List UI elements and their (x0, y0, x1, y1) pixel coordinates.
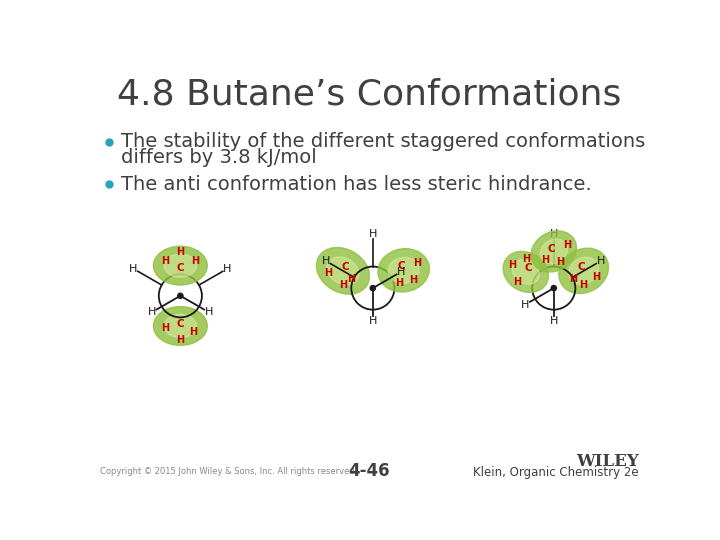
Text: H: H (593, 272, 600, 282)
Text: 4-46: 4-46 (348, 462, 390, 481)
Circle shape (552, 286, 557, 291)
Ellipse shape (153, 246, 207, 285)
Text: C: C (397, 261, 405, 271)
Text: H: H (192, 256, 199, 266)
Text: C: C (176, 319, 184, 329)
Text: H: H (161, 256, 169, 266)
Text: differs by 3.8 kJ/mol: differs by 3.8 kJ/mol (121, 148, 317, 167)
Text: H: H (557, 257, 564, 267)
Text: H: H (369, 316, 377, 326)
Circle shape (370, 286, 375, 291)
Text: C: C (341, 261, 349, 272)
Ellipse shape (327, 257, 359, 285)
Text: C: C (548, 244, 555, 254)
Ellipse shape (512, 260, 539, 284)
Ellipse shape (540, 239, 567, 264)
Text: H: H (541, 255, 549, 265)
Text: H: H (395, 278, 403, 288)
Text: H: H (189, 327, 197, 338)
Text: H: H (409, 275, 418, 285)
Ellipse shape (503, 251, 549, 293)
Text: H: H (369, 228, 377, 239)
Text: H: H (223, 264, 232, 274)
Text: H: H (322, 256, 330, 266)
Text: The stability of the different staggered conformations: The stability of the different staggered… (121, 132, 645, 151)
Text: H: H (562, 240, 571, 250)
Text: C: C (524, 262, 532, 273)
Text: H: H (339, 280, 347, 290)
Ellipse shape (559, 248, 608, 294)
Text: H: H (513, 276, 521, 287)
Ellipse shape (531, 231, 577, 272)
Text: H: H (549, 228, 558, 239)
Text: H: H (597, 256, 605, 266)
Ellipse shape (316, 247, 369, 294)
Text: H: H (204, 307, 213, 317)
Text: H: H (348, 274, 356, 285)
Text: H: H (324, 268, 332, 278)
Text: H: H (148, 307, 156, 317)
Text: C: C (176, 263, 184, 273)
Circle shape (178, 293, 183, 299)
Text: H: H (176, 247, 184, 256)
Text: 4.8 Butane’s Conformations: 4.8 Butane’s Conformations (117, 77, 621, 111)
Text: H: H (549, 316, 558, 326)
Text: WILEY: WILEY (576, 453, 639, 470)
Text: H: H (508, 260, 516, 271)
Ellipse shape (164, 254, 197, 277)
Ellipse shape (164, 314, 197, 338)
Text: H: H (522, 254, 530, 264)
Ellipse shape (388, 257, 419, 284)
Text: H: H (580, 280, 588, 290)
Ellipse shape (378, 248, 429, 292)
Ellipse shape (569, 257, 598, 285)
Ellipse shape (153, 307, 207, 346)
Text: C: C (577, 261, 585, 272)
Text: H: H (176, 335, 184, 345)
Text: H: H (129, 264, 138, 274)
Text: H: H (521, 300, 529, 309)
Text: H: H (161, 323, 169, 333)
Text: H: H (397, 267, 405, 276)
Text: Copyright © 2015 John Wiley & Sons, Inc. All rights reserved.: Copyright © 2015 John Wiley & Sons, Inc.… (99, 467, 357, 476)
Text: H: H (413, 258, 422, 268)
Text: Klein, Organic Chemistry 2e: Klein, Organic Chemistry 2e (473, 467, 639, 480)
Text: H: H (569, 274, 577, 285)
Text: The anti conformation has less steric hindrance.: The anti conformation has less steric hi… (121, 174, 592, 194)
